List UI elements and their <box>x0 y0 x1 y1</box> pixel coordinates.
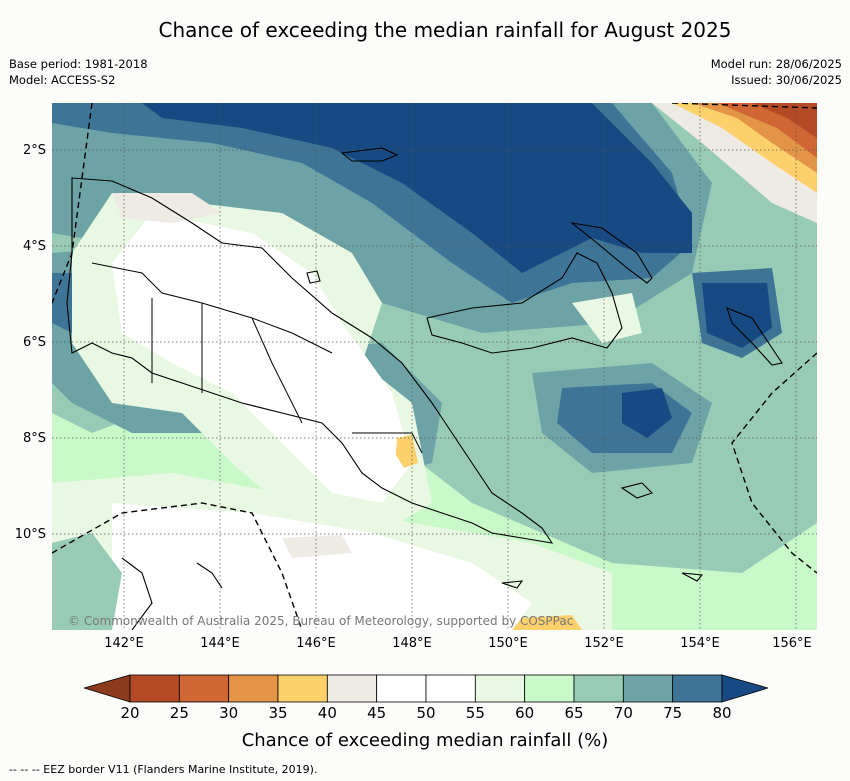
lat-label-4s: 4°S <box>22 239 46 254</box>
colorbar-bin <box>228 674 279 703</box>
model-run: Model run: 28/06/2025 <box>710 57 842 71</box>
colorbar-extension-low <box>84 674 131 703</box>
lat-label-2s: 2°S <box>22 143 46 158</box>
colorbar-bin <box>129 674 180 703</box>
zone-45b <box>282 535 352 558</box>
lat-label-8s: 8°S <box>22 431 46 446</box>
colorbar-tick-label: 40 <box>317 704 337 722</box>
colorbar-tick-label: 60 <box>515 704 535 722</box>
zone-40a <box>396 435 418 468</box>
meta-right: Model run: 28/06/2025 Issued: 30/06/2025 <box>711 56 842 88</box>
model-name: Model: ACCESS-S2 <box>9 73 116 87</box>
colorbar-tick-label: 65 <box>564 704 584 722</box>
lon-label-150e: 150°E <box>488 636 528 651</box>
issued-date: Issued: 30/06/2025 <box>731 73 842 87</box>
borders <box>91 262 423 454</box>
colorbar-extension-high <box>721 674 768 703</box>
zone-35a <box>512 615 582 630</box>
colorbar-bin <box>376 674 427 703</box>
colorbar-tick-label: 25 <box>169 704 189 722</box>
colorbar-tick-label: 70 <box>613 704 633 722</box>
colorbar-tick-label: 30 <box>219 704 239 722</box>
gridlines <box>52 103 817 630</box>
zone-20 <box>752 103 817 138</box>
zone-55b <box>112 503 532 630</box>
colorbar-bin <box>474 674 526 703</box>
colorbar-bin <box>425 674 476 703</box>
colorbar-tick-label: 20 <box>120 704 140 722</box>
colorbar-bin <box>178 674 230 703</box>
colorbar-tick-label: 75 <box>663 704 683 722</box>
map-svg <box>52 103 817 630</box>
colorbar-bin <box>622 674 674 703</box>
coastlines <box>66 147 783 630</box>
lat-label-6s: 6°S <box>22 335 46 350</box>
eez-border <box>52 103 817 630</box>
colorbar-tick-label: 80 <box>712 704 732 722</box>
colorbar-bin <box>524 674 575 703</box>
lon-label-152e: 152°E <box>584 636 624 651</box>
colorbar-bin <box>672 674 723 703</box>
lon-label-144e: 144°E <box>200 636 240 651</box>
map-title: Chance of exceeding the median rainfall … <box>158 18 732 42</box>
meta-left: Base period: 1981-2018 Model: ACCESS-S2 <box>9 56 148 88</box>
colorbar-tick-label: 45 <box>367 704 387 722</box>
lon-label-142e: 142°E <box>104 636 144 651</box>
colorbar-bin <box>326 674 378 703</box>
lon-label-154e: 154°E <box>680 636 720 651</box>
lon-label-156e: 156°E <box>772 636 812 651</box>
colorbar-tick-label: 35 <box>268 704 288 722</box>
colorbar-bin <box>277 674 328 703</box>
eez-footnote: -- -- -- EEZ border V11 (Flanders Marine… <box>9 763 318 776</box>
rainfall-map <box>52 103 817 630</box>
zone-85a <box>142 103 692 273</box>
copyright-notice: © Commonwealth of Australia 2025, Bureau… <box>68 614 574 628</box>
zone-70b <box>52 533 122 630</box>
colorbar-title: Chance of exceeding median rainfall (%) <box>241 730 609 751</box>
zone-55a <box>112 213 412 503</box>
lon-label-148e: 148°E <box>392 636 432 651</box>
colorbar-tick-label: 50 <box>416 704 436 722</box>
colorbar <box>84 674 768 703</box>
lat-label-10s: 10°S <box>14 527 46 542</box>
colorbar-tick-label: 55 <box>465 704 485 722</box>
zone-60c <box>572 293 642 343</box>
zone-85d <box>702 283 772 348</box>
lon-label-146e: 146°E <box>296 636 336 651</box>
colorbar-bin <box>573 674 624 703</box>
base-period: Base period: 1981-2018 <box>9 57 148 71</box>
zone-85c <box>622 388 672 438</box>
